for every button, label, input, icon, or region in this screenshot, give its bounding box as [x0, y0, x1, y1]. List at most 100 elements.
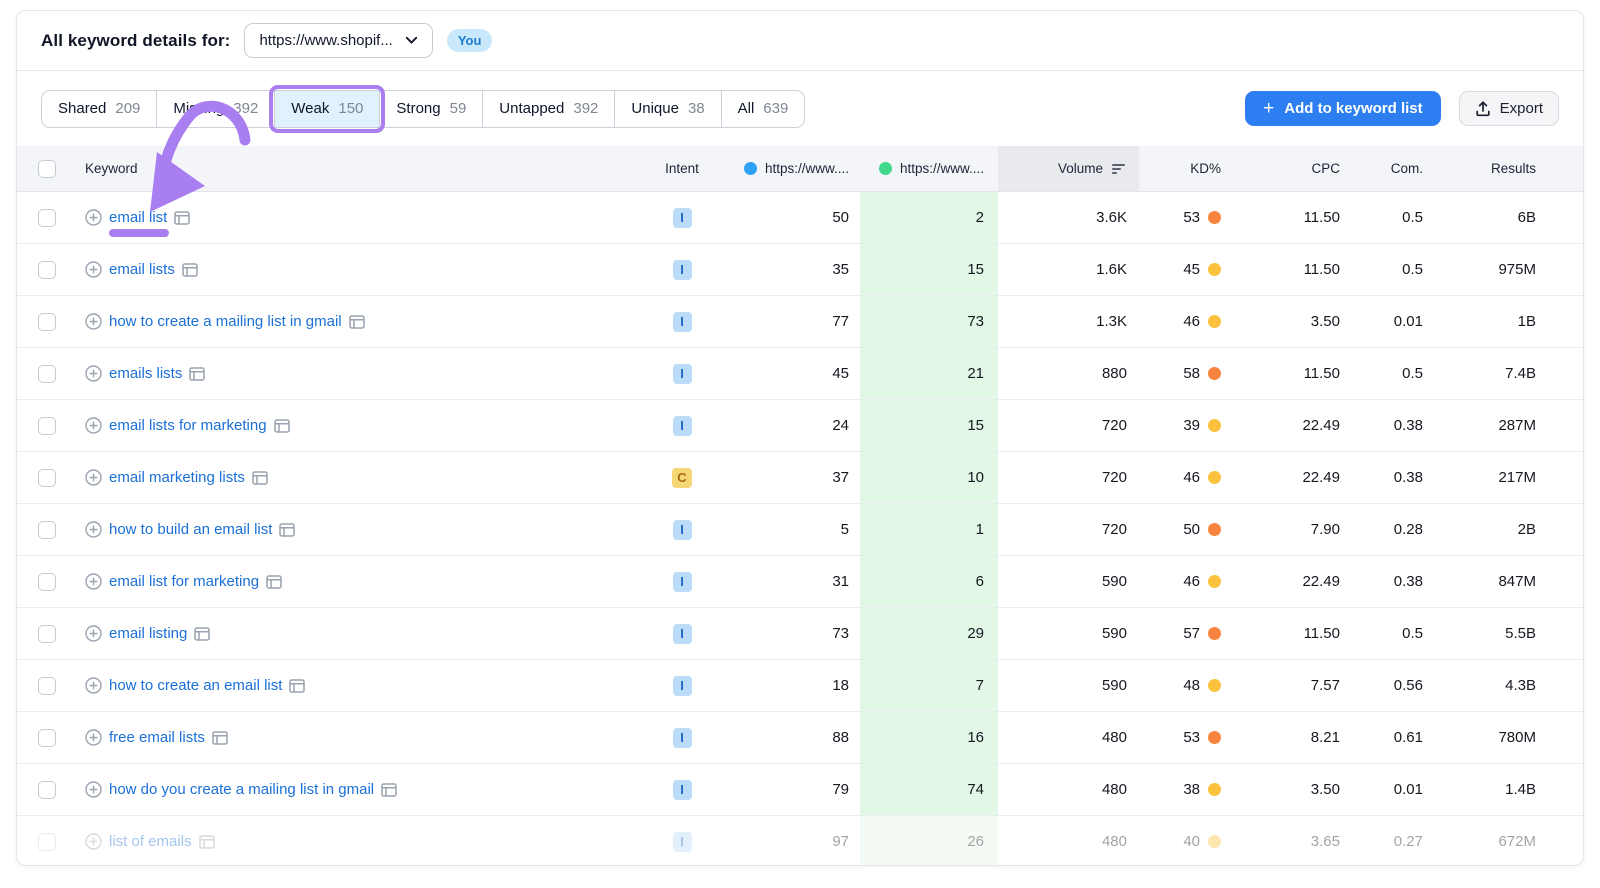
intent-badge[interactable]: I — [672, 675, 692, 696]
column-com[interactable]: Com. — [1390, 161, 1423, 176]
intent-badge[interactable]: I — [672, 259, 692, 280]
row-checkbox[interactable] — [38, 364, 56, 383]
row-checkbox[interactable] — [38, 676, 56, 695]
keyword-link[interactable]: email lists — [109, 261, 175, 278]
column-volume[interactable]: Volume — [998, 146, 1139, 191]
serp-features-icon[interactable] — [189, 366, 206, 381]
keyword-link[interactable]: email marketing lists — [109, 469, 245, 486]
serp-features-icon[interactable] — [289, 678, 306, 693]
column-you-domain[interactable]: https://www.... — [710, 146, 860, 191]
add-keyword-plus-icon[interactable] — [85, 469, 102, 486]
column-cpc[interactable]: CPC — [1311, 161, 1340, 176]
add-keyword-plus-icon[interactable] — [85, 625, 102, 642]
add-keyword-plus-icon[interactable] — [85, 677, 102, 694]
row-checkbox[interactable] — [38, 416, 56, 435]
kd-value: 46 — [1183, 469, 1200, 486]
keyword-link[interactable]: email listing — [109, 625, 188, 642]
row-checkbox[interactable] — [38, 468, 56, 487]
select-all-checkbox[interactable] — [38, 159, 56, 178]
serp-features-icon[interactable] — [174, 210, 191, 225]
kd-difficulty-dot — [1208, 315, 1221, 328]
competitor-position: 7 — [860, 660, 998, 711]
filter-tab-missing[interactable]: Missing 392 — [157, 90, 276, 127]
add-keyword-plus-icon[interactable] — [85, 417, 102, 434]
add-keyword-plus-icon[interactable] — [85, 833, 102, 850]
keyword-link[interactable]: how to build an email list — [109, 521, 273, 538]
keyword-link[interactable]: how to create an email list — [109, 677, 283, 694]
keyword-link[interactable]: free email lists — [109, 729, 205, 746]
add-keyword-plus-icon[interactable] — [85, 521, 102, 538]
serp-features-icon[interactable] — [182, 262, 198, 277]
column-kd[interactable]: KD% — [1190, 161, 1221, 176]
keyword-link[interactable]: email lists for marketing — [109, 417, 267, 434]
keyword-link[interactable]: email list — [109, 209, 168, 226]
volume-value: 480 — [1101, 781, 1127, 798]
serp-features-icon[interactable] — [381, 782, 397, 797]
filter-tab-unique[interactable]: Unique 38 — [615, 90, 722, 127]
keyword-link[interactable]: how to create a mailing list in gmail — [109, 313, 342, 330]
filter-tab-weak[interactable]: Weak 150 — [269, 84, 386, 133]
column-results[interactable]: Results — [1490, 161, 1536, 176]
add-keyword-plus-icon[interactable] — [85, 365, 102, 382]
row-checkbox[interactable] — [38, 312, 56, 331]
keyword-link[interactable]: emails lists — [109, 365, 183, 382]
serp-features-icon[interactable] — [194, 626, 211, 641]
add-keyword-plus-icon[interactable] — [85, 261, 102, 278]
table-row: how do you create a mailing list in gmai… — [17, 764, 1583, 816]
column-keyword[interactable]: Keyword — [85, 161, 138, 176]
export-button[interactable]: Export — [1458, 91, 1559, 126]
volume-value: 590 — [1101, 677, 1127, 694]
keyword-link[interactable]: email list for marketing — [109, 573, 260, 590]
intent-badge[interactable]: I — [672, 831, 692, 852]
serp-features-icon[interactable] — [279, 522, 296, 537]
serp-features-icon[interactable] — [266, 574, 282, 589]
intent-badge[interactable]: I — [672, 727, 692, 748]
domain-select[interactable]: https://www.shopif... — [244, 23, 433, 58]
filter-tab-all[interactable]: All 639 — [722, 91, 805, 127]
serp-features-icon[interactable] — [212, 730, 228, 745]
row-checkbox[interactable] — [38, 208, 56, 227]
row-checkbox[interactable] — [38, 572, 56, 591]
intent-badge[interactable]: I — [672, 415, 692, 436]
row-checkbox[interactable] — [38, 520, 56, 539]
add-keyword-plus-icon[interactable] — [85, 573, 102, 590]
add-to-keyword-list-button[interactable]: + Add to keyword list — [1245, 91, 1441, 126]
add-keyword-plus-icon[interactable] — [85, 729, 102, 746]
add-keyword-plus-icon[interactable] — [85, 313, 102, 330]
cpc-value: 3.50 — [1310, 313, 1340, 330]
row-checkbox[interactable] — [38, 780, 56, 799]
add-keyword-plus-icon[interactable] — [85, 209, 102, 226]
intent-badge[interactable]: I — [672, 779, 692, 800]
row-checkbox[interactable] — [38, 832, 56, 851]
volume-value: 480 — [1101, 729, 1127, 746]
kd-difficulty-dot — [1208, 575, 1221, 588]
intent-badge[interactable]: I — [672, 519, 692, 540]
kd-value: 39 — [1183, 417, 1200, 434]
serp-features-icon[interactable] — [252, 470, 268, 485]
filter-tab-shared[interactable]: Shared 209 — [42, 90, 158, 127]
you-position: 73 — [832, 625, 849, 642]
intent-badge[interactable]: I — [672, 623, 692, 644]
intent-badge[interactable]: C — [672, 467, 692, 488]
serp-features-icon[interactable] — [273, 418, 290, 433]
serp-features-icon[interactable] — [198, 834, 215, 849]
row-checkbox[interactable] — [38, 624, 56, 643]
serp-features-icon[interactable] — [348, 314, 365, 329]
column-competitor-domain[interactable]: https://www.... — [860, 146, 998, 191]
keyword-link[interactable]: how do you create a mailing list in gmai… — [109, 781, 375, 798]
volume-value: 720 — [1101, 417, 1127, 434]
filter-tab-strong[interactable]: Strong 59 — [380, 90, 484, 127]
intent-badge[interactable]: I — [672, 571, 692, 592]
tab-label: Weak — [291, 100, 330, 117]
add-keyword-plus-icon[interactable] — [85, 781, 102, 798]
intent-badge[interactable]: I — [672, 311, 692, 332]
com-value: 0.56 — [1393, 677, 1423, 694]
row-checkbox[interactable] — [38, 260, 56, 279]
filter-tab-untapped[interactable]: Untapped 392 — [483, 90, 616, 127]
domain-select-value: https://www.shopif... — [259, 32, 393, 49]
column-intent[interactable]: Intent — [665, 161, 699, 176]
intent-badge[interactable]: I — [672, 207, 692, 228]
intent-badge[interactable]: I — [672, 363, 692, 384]
keyword-link[interactable]: list of emails — [109, 833, 192, 850]
row-checkbox[interactable] — [38, 728, 56, 747]
